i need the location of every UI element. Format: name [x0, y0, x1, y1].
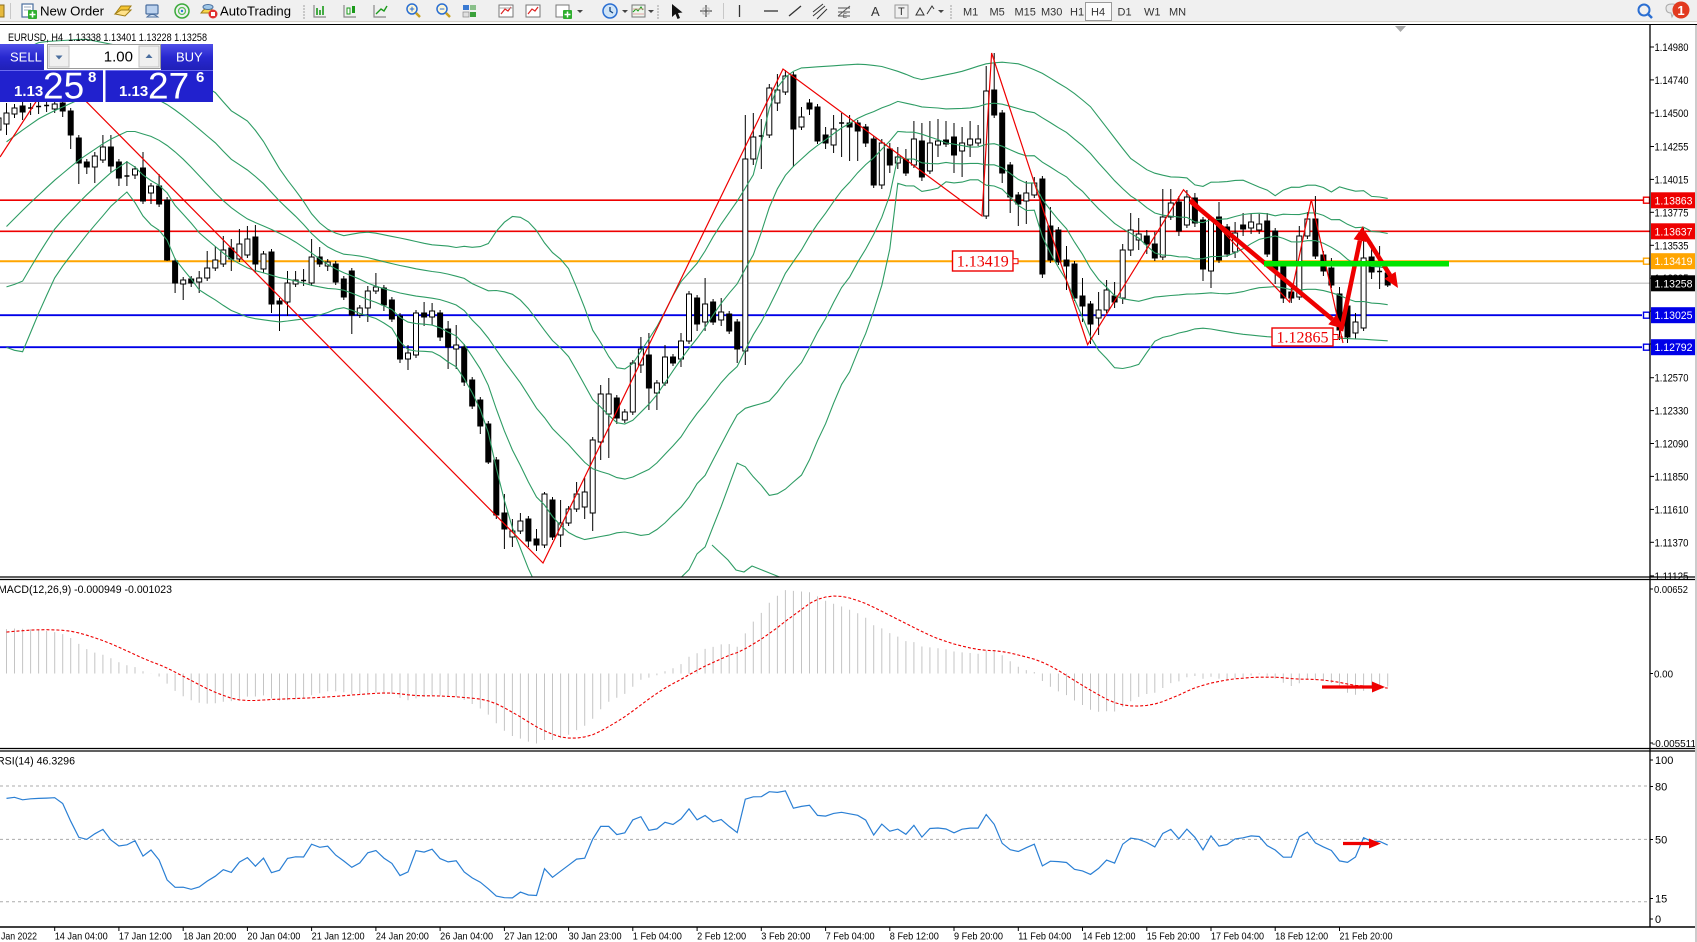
- svg-text:M30: M30: [1041, 7, 1062, 19]
- svg-text:M5: M5: [990, 7, 1005, 19]
- svg-text:21 Feb 20:00: 21 Feb 20:00: [1340, 931, 1393, 942]
- svg-text:D1: D1: [1118, 7, 1132, 19]
- svg-text:27 Jan 12:00: 27 Jan 12:00: [504, 931, 557, 942]
- svg-text:1.13637: 1.13637: [1655, 226, 1693, 238]
- svg-text:0.00652: 0.00652: [1654, 584, 1688, 596]
- svg-text:1.13: 1.13: [119, 83, 148, 100]
- svg-text:1.14255: 1.14255: [1655, 142, 1689, 154]
- svg-text:1.14980: 1.14980: [1655, 42, 1689, 54]
- svg-text:0.00: 0.00: [1654, 669, 1673, 681]
- svg-text:14 Feb 12:00: 14 Feb 12:00: [1083, 931, 1136, 942]
- svg-text:8: 8: [88, 69, 96, 86]
- svg-text:1.13419: 1.13419: [1655, 256, 1693, 268]
- svg-text:H4: H4: [1091, 7, 1105, 19]
- svg-text:M15: M15: [1015, 7, 1036, 19]
- svg-text:17 Jan 12:00: 17 Jan 12:00: [119, 931, 172, 942]
- svg-text:1.11370: 1.11370: [1655, 537, 1689, 549]
- svg-text:6: 6: [196, 69, 204, 86]
- svg-text:1.11125: 1.11125: [1655, 571, 1689, 583]
- svg-text:30 Jan 23:00: 30 Jan 23:00: [569, 931, 622, 942]
- svg-text:1.14500: 1.14500: [1655, 108, 1689, 120]
- svg-text:1.12330: 1.12330: [1655, 406, 1689, 418]
- svg-text:7 Feb 04:00: 7 Feb 04:00: [826, 931, 875, 942]
- svg-text:100: 100: [1655, 755, 1673, 767]
- svg-text:1.13775: 1.13775: [1655, 207, 1689, 219]
- svg-text:15: 15: [1655, 894, 1667, 906]
- svg-text:1.14015: 1.14015: [1655, 174, 1689, 186]
- svg-text:MACD(12,26,9) -0.000949 -0.001: MACD(12,26,9) -0.000949 -0.001023: [0, 584, 172, 596]
- svg-text:1.11850: 1.11850: [1655, 471, 1689, 483]
- svg-text:0: 0: [1655, 914, 1661, 926]
- svg-text:25: 25: [43, 66, 84, 107]
- svg-text:1.12792: 1.12792: [1655, 342, 1693, 354]
- svg-text:1.13419: 1.13419: [957, 254, 1009, 271]
- svg-text:1.13535: 1.13535: [1655, 240, 1689, 252]
- svg-text:20 Jan 04:00: 20 Jan 04:00: [247, 931, 300, 942]
- svg-text:1.13: 1.13: [14, 83, 43, 100]
- svg-text:14 Jan 04:00: 14 Jan 04:00: [55, 931, 108, 942]
- svg-text:1.13025: 1.13025: [1655, 310, 1693, 322]
- svg-text:1.11610: 1.11610: [1655, 504, 1689, 516]
- svg-text:−: −: [439, 4, 444, 14]
- svg-text:21 Jan 12:00: 21 Jan 12:00: [312, 931, 365, 942]
- svg-text:RSI(14) 46.3296: RSI(14) 46.3296: [0, 756, 75, 768]
- svg-text:1.12865: 1.12865: [1277, 330, 1329, 347]
- svg-text:SELL: SELL: [10, 50, 42, 65]
- svg-text:8 Feb 12:00: 8 Feb 12:00: [890, 931, 939, 942]
- svg-text:1 Feb 04:00: 1 Feb 04:00: [633, 931, 682, 942]
- svg-text:W1: W1: [1144, 7, 1161, 19]
- svg-text:AutoTrading: AutoTrading: [220, 5, 291, 19]
- svg-text:1.12570: 1.12570: [1655, 373, 1689, 385]
- svg-text:18 Feb 12:00: 18 Feb 12:00: [1275, 931, 1328, 942]
- svg-text:E: E: [843, 14, 847, 20]
- svg-text:New Order: New Order: [40, 5, 104, 19]
- svg-text:T: T: [898, 6, 905, 18]
- svg-text:24 Jan 20:00: 24 Jan 20:00: [376, 931, 429, 942]
- svg-text:27: 27: [148, 66, 189, 107]
- svg-text:50: 50: [1655, 835, 1667, 847]
- svg-text:9 Feb 20:00: 9 Feb 20:00: [954, 931, 1003, 942]
- svg-text:1.13258: 1.13258: [1655, 278, 1693, 290]
- svg-text:M1: M1: [963, 7, 978, 19]
- svg-text:11 Feb 04:00: 11 Feb 04:00: [1018, 931, 1071, 942]
- svg-text:EURUSD, H4 1.13338 1.13401 1.: EURUSD, H4 1.13338 1.13401 1.13228 1.132…: [8, 32, 207, 44]
- svg-text:15 Feb 20:00: 15 Feb 20:00: [1147, 931, 1200, 942]
- svg-text:-0.005511: -0.005511: [1652, 738, 1696, 750]
- svg-text:17 Feb 04:00: 17 Feb 04:00: [1211, 931, 1264, 942]
- svg-text:+: +: [409, 4, 414, 14]
- svg-text:26 Jan 04:00: 26 Jan 04:00: [440, 931, 493, 942]
- svg-text:Jan 2022: Jan 2022: [1, 931, 37, 942]
- svg-text:2 Feb 12:00: 2 Feb 12:00: [697, 931, 746, 942]
- svg-text:1.12090: 1.12090: [1655, 439, 1689, 451]
- svg-text:A: A: [871, 4, 880, 19]
- svg-text:18 Jan 20:00: 18 Jan 20:00: [183, 931, 236, 942]
- svg-text:H1: H1: [1070, 7, 1084, 19]
- svg-text:MN: MN: [1169, 7, 1186, 19]
- svg-text:1: 1: [1677, 3, 1684, 18]
- svg-text:3 Feb 20:00: 3 Feb 20:00: [761, 931, 810, 942]
- svg-text:1.13863: 1.13863: [1655, 195, 1693, 207]
- svg-text:80: 80: [1655, 782, 1667, 794]
- svg-text:1.00: 1.00: [104, 49, 133, 66]
- svg-text:1.14740: 1.14740: [1655, 75, 1689, 87]
- svg-text:BUY: BUY: [176, 50, 203, 65]
